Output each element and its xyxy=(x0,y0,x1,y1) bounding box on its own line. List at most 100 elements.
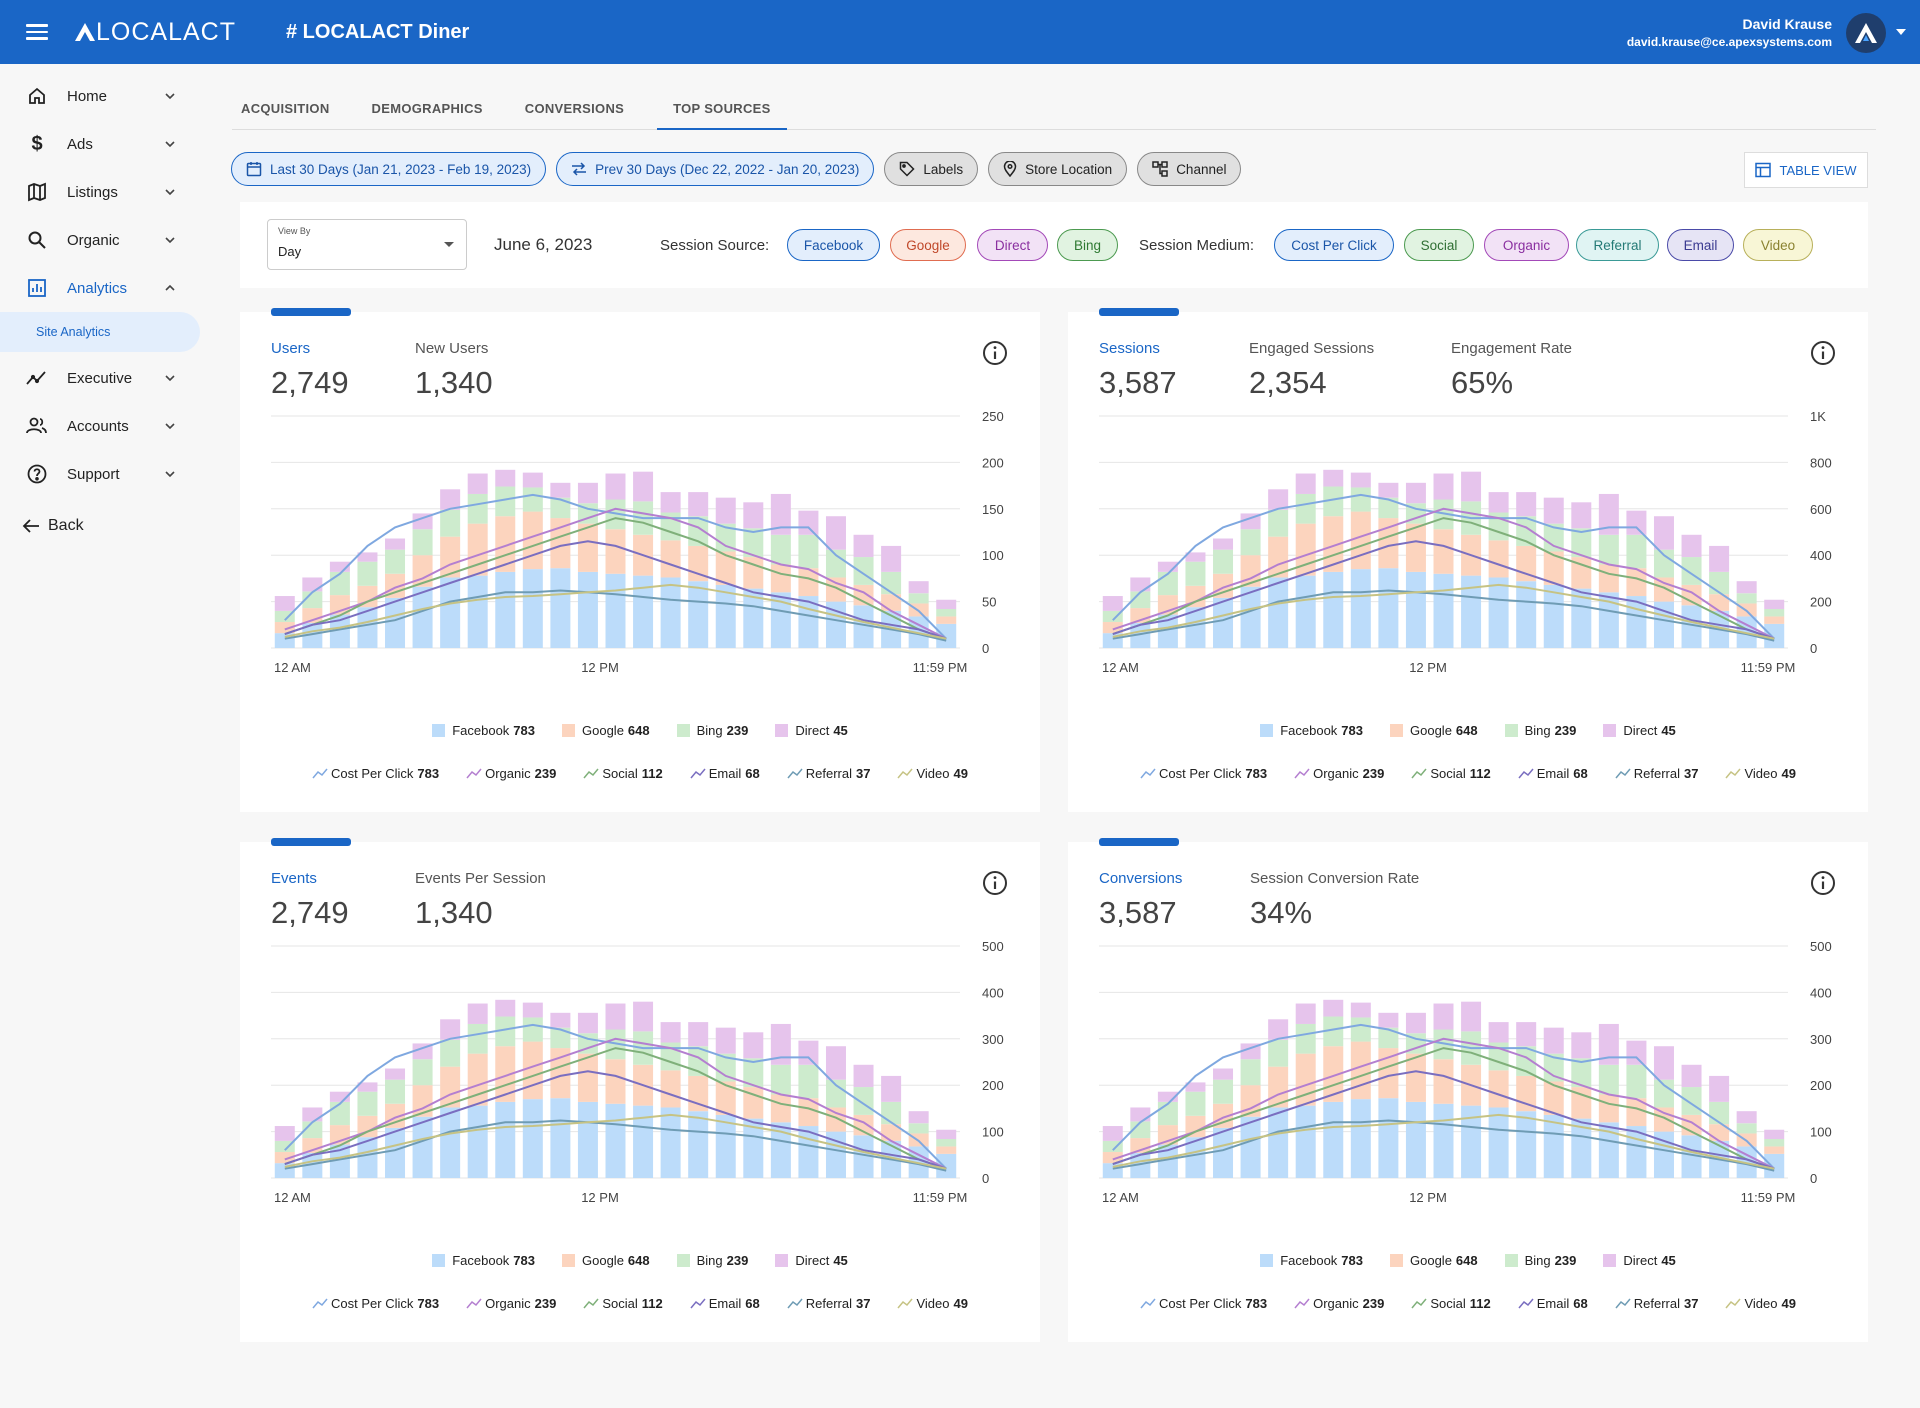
legend-item[interactable]: Google 648 xyxy=(562,1253,650,1268)
legend-item[interactable]: Facebook 783 xyxy=(1260,1253,1363,1268)
labels-chip[interactable]: Labels xyxy=(884,152,979,186)
legend-item[interactable]: Direct 45 xyxy=(1603,1253,1676,1268)
legend-item[interactable]: Organic 239 xyxy=(1294,766,1384,781)
legend-item[interactable]: Direct 45 xyxy=(1603,723,1676,738)
bar-segment-google xyxy=(1378,1048,1399,1099)
sidebar-subitem-site-analytics[interactable]: Site Analytics xyxy=(0,312,200,352)
sidebar-item-accounts[interactable]: Accounts xyxy=(0,402,205,450)
legend-item[interactable]: Direct 45 xyxy=(775,1253,848,1268)
legend-item[interactable]: Video 49 xyxy=(1725,1296,1796,1311)
info-icon[interactable] xyxy=(1810,340,1836,366)
legend-item[interactable]: Bing 239 xyxy=(1504,723,1576,738)
legend-item[interactable]: Video 49 xyxy=(897,766,968,781)
sidebar-item-analytics[interactable]: Analytics xyxy=(0,264,205,312)
legend-item[interactable]: Google 648 xyxy=(1390,1253,1478,1268)
legend-item[interactable]: Facebook 783 xyxy=(1260,723,1363,738)
legend-item[interactable]: Bing 239 xyxy=(1504,1253,1576,1268)
legend-item[interactable]: Social 112 xyxy=(1411,1296,1491,1311)
avatar[interactable] xyxy=(1846,13,1886,53)
legend-item[interactable]: Cost Per Click 783 xyxy=(312,1296,439,1311)
medium-pill-organic[interactable]: Organic xyxy=(1484,229,1569,261)
card-conversions: Conversions 3,587 Session Conversion Rat… xyxy=(1068,838,1868,1342)
legend-item[interactable]: Video 49 xyxy=(1725,766,1796,781)
legend-item[interactable]: Organic 239 xyxy=(1294,1296,1384,1311)
medium-pill-referral[interactable]: Referral xyxy=(1576,229,1659,261)
date-range-chip[interactable]: Last 30 Days (Jan 21, 2023 - Feb 19, 202… xyxy=(231,152,547,186)
sidebar-item-executive[interactable]: Executive xyxy=(0,354,205,402)
series-line-referral xyxy=(284,1119,947,1172)
user-info[interactable]: David Krause david.krause@ce.apexsystems… xyxy=(1627,16,1832,49)
channel-chip[interactable]: Channel xyxy=(1137,152,1242,186)
medium-pill-cost-per-click[interactable]: Cost Per Click xyxy=(1274,229,1394,261)
source-pill-google[interactable]: Google xyxy=(890,229,966,261)
legend-item[interactable]: Social 112 xyxy=(583,1296,663,1311)
legend-item[interactable]: Cost Per Click 783 xyxy=(312,766,439,781)
compare-range-chip[interactable]: Prev 30 Days (Dec 22, 2022 - Jan 20, 202… xyxy=(556,152,875,186)
account-menu-caret-icon[interactable] xyxy=(1896,29,1906,35)
tab-conversions[interactable]: CONVERSIONS xyxy=(524,101,625,116)
legend-item[interactable]: Facebook 783 xyxy=(432,1253,535,1268)
legend-item[interactable]: Video 49 xyxy=(897,1296,968,1311)
bar-segment-facebook xyxy=(1516,581,1537,648)
bar-segment-bing xyxy=(688,1046,709,1076)
sidebar-item-listings[interactable]: Listings xyxy=(0,168,205,216)
legend-item[interactable]: Google 648 xyxy=(562,723,650,738)
legend-item[interactable]: Email 68 xyxy=(690,1296,760,1311)
bar-segment-facebook xyxy=(1378,1098,1399,1178)
legend-item[interactable]: Referral 37 xyxy=(1615,766,1698,781)
legend-item[interactable]: Google 648 xyxy=(1390,723,1478,738)
menu-icon[interactable] xyxy=(26,24,48,40)
source-pill-direct[interactable]: Direct xyxy=(977,229,1048,261)
legend-item[interactable]: Social 112 xyxy=(583,766,663,781)
legend-item[interactable]: Email 68 xyxy=(1518,766,1588,781)
card-accent xyxy=(271,838,351,846)
legend-swatch xyxy=(676,724,690,737)
sidebar-item-support[interactable]: Support xyxy=(0,450,205,498)
legend-item[interactable]: Cost Per Click 783 xyxy=(1140,766,1267,781)
source-pill-bing[interactable]: Bing xyxy=(1057,229,1118,261)
tab-top-sources[interactable]: TOP SOURCES xyxy=(657,90,787,130)
legend-item[interactable]: Cost Per Click 783 xyxy=(1140,1296,1267,1311)
legend-value: 783 xyxy=(417,766,440,781)
sidebar-item-ads[interactable]: $ Ads xyxy=(0,120,205,168)
bar-segment-direct xyxy=(440,1019,461,1040)
medium-pill-video[interactable]: Video xyxy=(1743,229,1813,261)
bar-segment-facebook xyxy=(1268,1107,1289,1178)
sidebar-item-home[interactable]: Home xyxy=(0,72,205,120)
legend-item[interactable]: Organic 239 xyxy=(466,766,556,781)
table-view-button[interactable]: TABLE VIEW xyxy=(1744,152,1868,188)
back-button[interactable]: Back xyxy=(0,502,205,550)
legend-item[interactable]: Organic 239 xyxy=(466,1296,556,1311)
app-logo[interactable]: LOCALACT xyxy=(74,18,236,47)
legend-item[interactable]: Referral 37 xyxy=(787,766,870,781)
legend-item[interactable]: Social 112 xyxy=(1411,766,1491,781)
labels-chip-label: Labels xyxy=(923,161,964,177)
view-by-select[interactable]: View By Day xyxy=(267,219,467,270)
legend-item[interactable]: Facebook 783 xyxy=(432,723,535,738)
legend-item[interactable]: Referral 37 xyxy=(1615,1296,1698,1311)
legend-item[interactable]: Direct 45 xyxy=(775,723,848,738)
tab-demographics[interactable]: DEMOGRAPHICS xyxy=(371,101,483,116)
bar-segment-bing xyxy=(1240,1059,1261,1086)
medium-pill-social[interactable]: Social xyxy=(1404,229,1474,261)
bar-segment-bing xyxy=(936,1139,957,1147)
medium-pill-email[interactable]: Email xyxy=(1667,229,1734,261)
info-icon[interactable] xyxy=(1810,870,1836,896)
series-line-cost-per-click xyxy=(1112,493,1775,640)
store-location-chip[interactable]: Store Location xyxy=(988,152,1128,186)
legend-label: Video xyxy=(916,766,950,781)
legend-item[interactable]: Referral 37 xyxy=(787,1296,870,1311)
y-tick-label: 200 xyxy=(982,1078,1004,1093)
bar-segment-google xyxy=(1626,568,1647,597)
tab-acquisition[interactable]: ACQUISITION xyxy=(241,101,330,116)
y-tick-label: 400 xyxy=(1810,548,1832,563)
source-pill-facebook[interactable]: Facebook xyxy=(787,229,880,261)
legend-item[interactable]: Email 68 xyxy=(1518,1296,1588,1311)
legend-item[interactable]: Email 68 xyxy=(690,766,760,781)
sidebar-item-organic[interactable]: Organic xyxy=(0,216,205,264)
info-icon[interactable] xyxy=(982,340,1008,366)
info-icon[interactable] xyxy=(982,870,1008,896)
legend-item[interactable]: Bing 239 xyxy=(676,723,748,738)
filter-bar: Last 30 Days (Jan 21, 2023 - Feb 19, 202… xyxy=(231,152,1242,186)
legend-item[interactable]: Bing 239 xyxy=(676,1253,748,1268)
